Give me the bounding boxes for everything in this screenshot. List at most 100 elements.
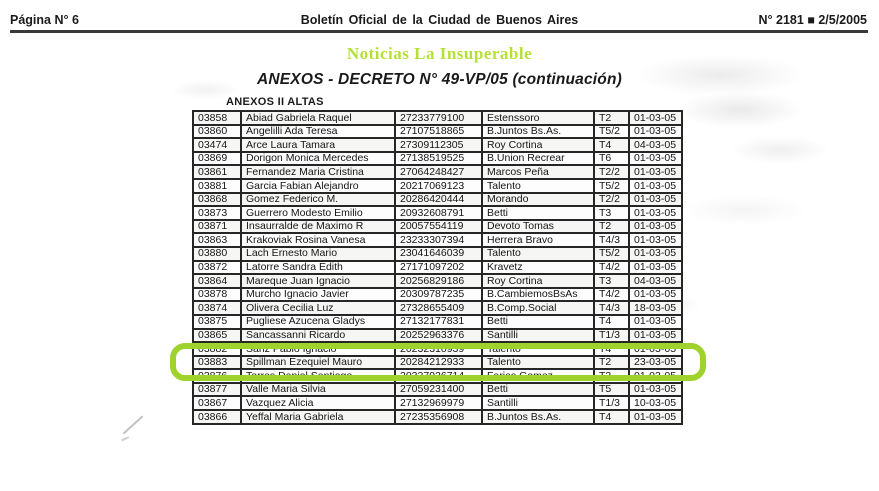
table-cell: 03883 [192, 354, 242, 371]
table-cell: 03864 [192, 273, 242, 289]
table-row: 03878 Murcho Ignacio Javier 20309787235 B.C… [192, 286, 683, 303]
table-cell: Latorre Sandra Edith [240, 259, 396, 276]
table-cell: Gomez Federico M. [240, 191, 396, 208]
table-row: 03864 Mareque Juan Ignacio 20256829186 Roy … [192, 273, 683, 289]
table-cell: 01-03-05 [628, 245, 683, 262]
table-cell: T5/2 [593, 123, 630, 140]
table-cell: 04-03-05 [628, 137, 683, 153]
table-cell: 03863 [192, 232, 242, 248]
table-row: 03874 Olivera Cecilia Luz 27328655409 B.Com… [192, 300, 683, 316]
table-cell: 01-03-05 [628, 259, 683, 276]
table-cell: 01-03-05 [628, 218, 683, 235]
table-cell: 03866 [192, 409, 242, 425]
table-cell: 03880 [192, 245, 242, 262]
table-row: 03858 Abiad Gabriela Raquel 27233779100 Est… [192, 110, 683, 126]
table-cell: T3 [593, 205, 630, 221]
table-cell: 03876 [192, 368, 242, 384]
table-cell: 03878 [192, 286, 242, 303]
table-cell: 01-03-05 [628, 381, 683, 398]
table-cell: Guerrero Modesto Emilio [240, 205, 396, 221]
watermark: Noticias La Insuperable [346, 44, 533, 63]
altas-table-body: 03858 Abiad Gabriela Raquel 27233779100 Est… [192, 110, 683, 425]
table-row: 03876 Torres Daniel Santiago 20327926714 Fa… [192, 368, 683, 384]
table-cell: 01-03-05 [628, 123, 683, 140]
table-cell: 03881 [192, 177, 242, 194]
table-cell: 03874 [192, 300, 242, 316]
table-cell: 23-03-05 [628, 354, 683, 371]
table-cell: T2 [593, 110, 630, 126]
table-cell: 20252963376 [394, 327, 483, 344]
table-cell: Angelilli Ada Teresa [240, 123, 396, 140]
journal-title: Boletín Oficial de la Ciudad de Buenos A… [300, 13, 579, 27]
table-cell: Mareque Juan Ignacio [240, 273, 396, 289]
table-cell: Talento [481, 245, 595, 262]
table-cell: 01-03-05 [628, 368, 683, 384]
table-cell: 20286420444 [394, 191, 483, 208]
table-cell: 20256829186 [394, 273, 483, 289]
table-row: 03861 Fernandez Maria Cristina 27064248427… [192, 164, 683, 180]
table-row: 03881 Garcia Fabian Alejandro 20217069123 T… [192, 177, 683, 194]
table-cell: 01-03-05 [628, 110, 683, 126]
table-cell: Talento [481, 341, 595, 357]
table-cell: 27132177831 [394, 313, 483, 330]
header-rule [10, 30, 868, 33]
table-cell: T4/3 [593, 232, 630, 248]
table-cell: 20327926714 [394, 368, 483, 384]
table-cell: Yeffal Maria Gabriela [240, 409, 396, 425]
table-cell: Talento [481, 354, 595, 371]
table-cell: T2 [593, 354, 630, 371]
table-cell: T5 [593, 381, 630, 398]
table-cell: 27235356908 [394, 409, 483, 425]
table-cell: B.Juntos Bs.As. [481, 409, 595, 425]
table-cell: 01-03-05 [628, 409, 683, 425]
table-cell: Olivera Cecilia Luz [240, 300, 396, 316]
table-cell: 01-03-05 [628, 177, 683, 194]
table-cell: 03865 [192, 327, 242, 344]
altas-table: 03858 Abiad Gabriela Raquel 27233779100 Est… [192, 110, 683, 425]
table-cell: 20284212933 [394, 354, 483, 371]
table-cell: 03858 [192, 110, 242, 126]
table-cell: Valle Maria Silvia [240, 381, 396, 398]
table-cell: T4 [593, 137, 630, 153]
table-cell: T4 [593, 313, 630, 330]
table-row: 03866 Yeffal Maria Gabriela 27235356908 B.J… [192, 409, 683, 425]
table-cell: 01-03-05 [628, 327, 683, 344]
table-cell: Santilli [481, 395, 595, 412]
table-cell: 27132969979 [394, 395, 483, 412]
table-cell: 20057554119 [394, 218, 483, 235]
table-cell: Sanz Pablo Ignacio [240, 341, 396, 357]
table-cell: Morando [481, 191, 595, 208]
annex-title: ANEXOS - DECRETO N° 49-VP/05 (continuaci… [256, 71, 623, 88]
table-cell: 27138519525 [394, 150, 483, 167]
table-cell: T4/2 [593, 259, 630, 276]
table-cell: Krakoviak Rosina Vanesa [240, 232, 396, 248]
table-cell: 01-03-05 [628, 286, 683, 303]
table-row: 03860 Angelilli Ada Teresa 27107518865 B.Ju… [192, 123, 683, 140]
issue-date-label: N° 2181 ■ 2/5/2005 [758, 13, 867, 27]
table-cell: 03877 [192, 381, 242, 398]
table-cell: 27171097202 [394, 259, 483, 276]
table-cell: 27059231400 [394, 381, 483, 398]
table-cell: Betti [481, 381, 595, 398]
table-cell: 04-03-05 [628, 273, 683, 289]
table-cell: 23233307394 [394, 232, 483, 248]
table-row: 03868 Gomez Federico M. 20286420444 Morando… [192, 191, 683, 208]
table-row: 03873 Guerrero Modesto Emilio 20932608791 B… [192, 205, 683, 221]
table-cell: T4/2 [593, 286, 630, 303]
table-cell: 03875 [192, 313, 242, 330]
table-cell: 03872 [192, 259, 242, 276]
table-cell: B.Comp.Social [481, 300, 595, 316]
table-row: 03875 Pugliese Azucena Gladys 27132177831 B… [192, 313, 683, 330]
table-cell: 20232310939 [394, 341, 483, 357]
table-cell: T4 [593, 341, 630, 357]
table-cell: 20217069123 [394, 177, 483, 194]
table-cell: 01-03-05 [628, 164, 683, 180]
table-cell: Estenssoro [481, 110, 595, 126]
table-cell: 03873 [192, 205, 242, 221]
table-cell: Betti [481, 205, 595, 221]
table-cell: 03860 [192, 123, 242, 140]
table-cell: Marcos Peña [481, 164, 595, 180]
table-cell: Murcho Ignacio Javier [240, 286, 396, 303]
table-cell: Torres Daniel Santiago [240, 368, 396, 384]
